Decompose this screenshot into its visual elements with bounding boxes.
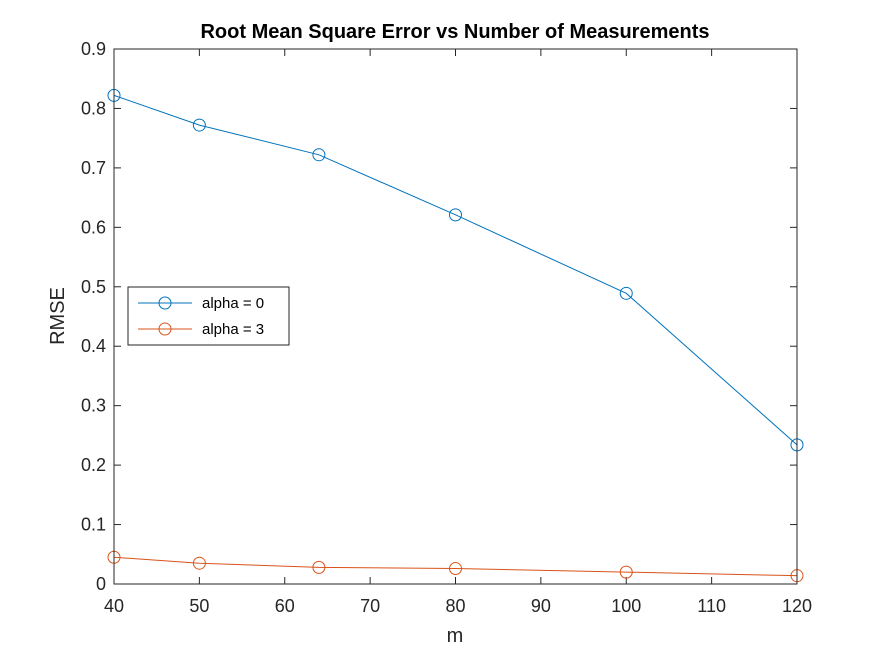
chart-title: Root Mean Square Error vs Number of Meas… [200,21,709,43]
x-tick-label: 40 [104,596,124,616]
data-point [192,118,206,132]
x-tick-label: 70 [360,596,380,616]
x-tick-label: 50 [189,596,209,616]
x-tick-label: 60 [275,596,295,616]
y-tick-label: 0.6 [81,217,106,237]
y-tick-label: 0.8 [81,98,106,118]
data-point [312,560,326,574]
series-1 [107,88,804,452]
x-tick-label: 110 [697,596,726,616]
x-axis-label: m [447,625,464,647]
axes-box [113,48,798,585]
x-tick-label: 90 [531,596,551,616]
legend-box [127,286,290,346]
y-tick-label: 0.7 [81,158,106,178]
legend-label: alpha = 0 [202,295,264,312]
x-tick-label: 80 [445,596,465,616]
y-tick-label: 0.9 [81,39,106,59]
legend-label: alpha = 3 [202,321,264,338]
series-line [113,556,798,577]
y-tick-label: 0.3 [81,396,106,416]
y-axis-label: RMSE [47,287,69,345]
data-point [449,562,462,576]
data-point [192,556,206,570]
y-tick-label: 0.4 [81,336,106,356]
x-tick-label: 120 [782,596,812,616]
ticks-layer: 40 50 60 70 80 90 100 110 120 0 0.1 0.2 0.3 0.4 0.5 0.6… [81,39,812,616]
data-point [619,565,633,579]
y-tick-label: 0 [96,574,106,594]
data-point [312,148,326,162]
data-point [619,286,633,300]
series-line [113,94,798,446]
legend: alpha = 0 alpha = 3 [127,286,290,346]
legend-marker [158,296,172,310]
y-tick-label: 0.1 [81,515,106,535]
x-tick-label: 100 [611,596,641,616]
y-tick-label: 0.2 [81,455,106,475]
data-point [449,208,462,222]
y-tick-label: 0.5 [81,277,106,297]
legend-marker [158,322,172,336]
